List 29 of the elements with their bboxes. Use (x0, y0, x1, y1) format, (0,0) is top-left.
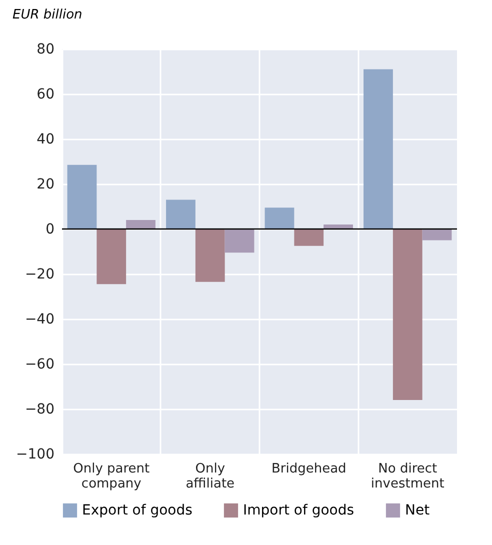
bar (166, 200, 196, 229)
x-tick-label: No direct investment (370, 462, 444, 492)
legend-label: Net (405, 502, 430, 518)
bar (67, 164, 97, 229)
bar (126, 220, 156, 229)
y-tick-label: −60 (24, 356, 54, 372)
y-tick-label: 0 (46, 222, 54, 238)
bar (364, 69, 393, 229)
y-tick-label: 40 (36, 132, 54, 148)
bar (195, 229, 225, 282)
bar (294, 229, 324, 246)
legend-label: Import of goods (243, 502, 354, 518)
y-tick-label: −20 (24, 266, 54, 282)
bar (392, 229, 422, 400)
y-tick-label: −40 (24, 312, 54, 328)
y-tick-label: −100 (16, 446, 54, 462)
y-tick-label: 80 (36, 42, 54, 58)
bar (96, 229, 126, 284)
bar (224, 229, 254, 253)
x-tick-label: Bridgehead (271, 462, 346, 476)
y-tick-label: 60 (36, 86, 54, 102)
x-tick-label: Only parent company (73, 462, 150, 492)
legend-label: Export of goods (82, 502, 192, 518)
bar (264, 208, 294, 229)
bar (422, 229, 452, 240)
y-tick-label: 20 (36, 176, 54, 192)
y-axis-title: EUR billion (12, 8, 82, 22)
x-tick-label: Only affiliate (186, 462, 235, 492)
y-tick-label: −80 (24, 402, 54, 418)
